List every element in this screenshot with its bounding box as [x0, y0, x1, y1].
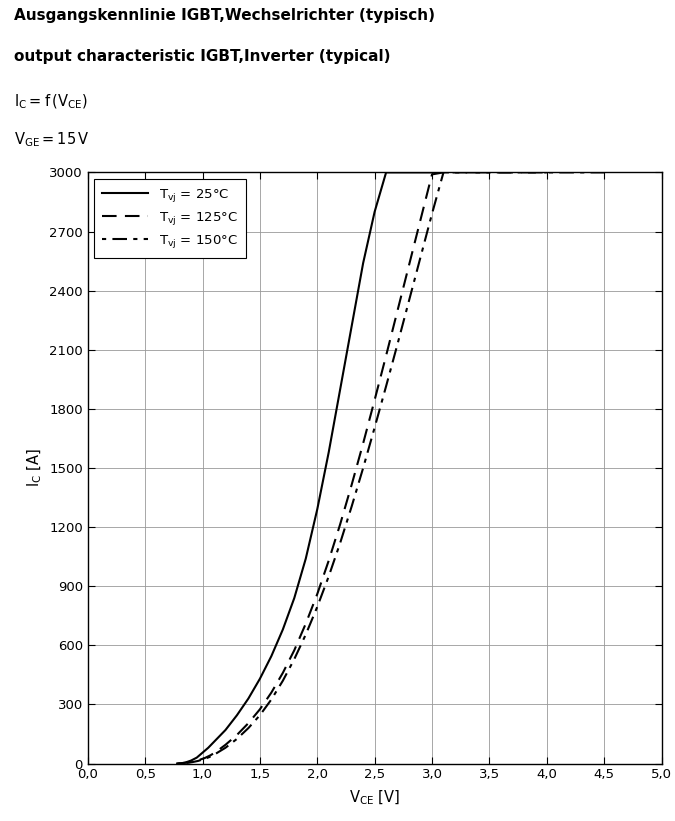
- Y-axis label: $\mathregular{I_C}$ [A]: $\mathregular{I_C}$ [A]: [25, 448, 44, 488]
- Legend: $\mathregular{T_{vj}}$ = 25°C, $\mathregular{T_{vj}}$ = 125°C, $\mathregular{T_{: $\mathregular{T_{vj}}$ = 25°C, $\mathreg…: [95, 179, 246, 258]
- Text: $\mathregular{I_C = f\,(V_{CE})}$: $\mathregular{I_C = f\,(V_{CE})}$: [14, 93, 87, 111]
- X-axis label: $\mathregular{V_{CE}}$ [V]: $\mathregular{V_{CE}}$ [V]: [349, 788, 400, 807]
- Text: $\mathregular{V_{GE} = 15\,V}$: $\mathregular{V_{GE} = 15\,V}$: [14, 130, 89, 149]
- Text: Ausgangskennlinie IGBT,Wechselrichter (typisch): Ausgangskennlinie IGBT,Wechselrichter (t…: [14, 8, 435, 23]
- Text: output characteristic IGBT,Inverter (typical): output characteristic IGBT,Inverter (typ…: [14, 48, 390, 64]
